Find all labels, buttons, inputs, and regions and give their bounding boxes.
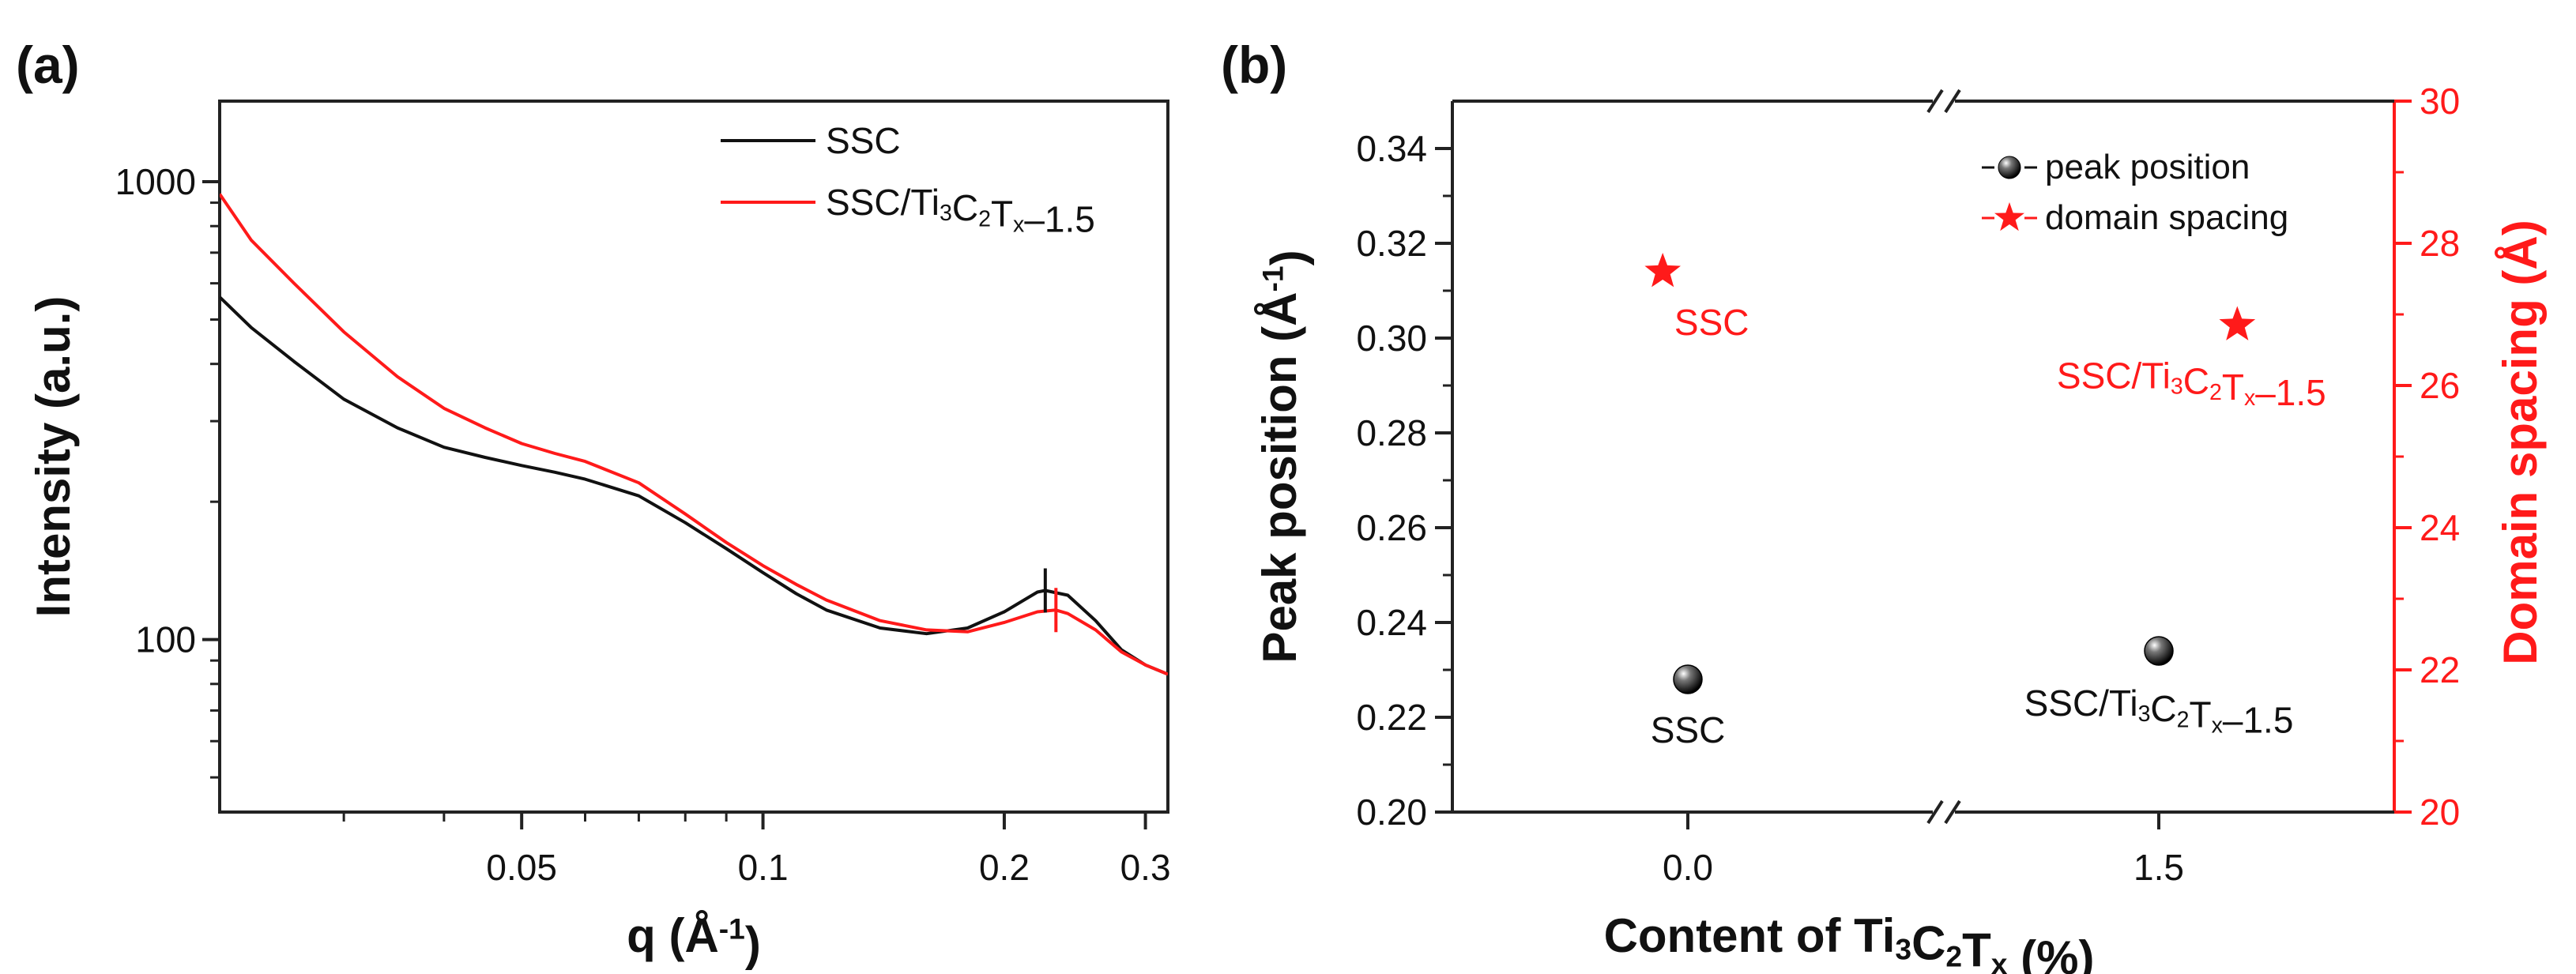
axis-break-mark xyxy=(1944,799,1961,825)
chart-b-ylabel-right: Domain spacing (Å) xyxy=(2494,220,2547,664)
chart-a-xlabel: q (Å-1) xyxy=(627,909,761,970)
chart-b-ticks: 0.20 0.22 0.24 0.26 0.28 0.30 0.32 0.34 20 22 24 26… xyxy=(1356,81,2460,888)
chart-b-ytick-right-label: 20 xyxy=(2420,792,2460,833)
chart-b-points: SSC SSC/Ti3C2Tx–1.5 SSC SSC/Ti3C2Tx–1.5 xyxy=(1644,253,2326,750)
chart-b-ytick-left-label: 0.32 xyxy=(1356,223,1427,264)
chart-b-ylabel-left: Peak position (Å-1) xyxy=(1253,250,1314,663)
peak-position-point xyxy=(1673,664,1703,694)
domain-spacing-label: SSC/Ti3C2Tx–1.5 xyxy=(2057,355,2326,413)
chart-b-xlabel: Content of Ti3C2Tx (%) xyxy=(1604,909,2095,974)
chart-b-ytick-right-label: 24 xyxy=(2420,507,2460,548)
legend-label: peak position xyxy=(2045,148,2250,186)
chart-b-legend: peak position domain spacing xyxy=(1982,148,2288,237)
panel-label-b: (b) xyxy=(1221,36,1287,94)
chart-b-ytick-right-label: 28 xyxy=(2420,223,2460,264)
legend-label: SSC/Ti3C2Tx–1.5 xyxy=(826,182,1095,239)
chart-b-ytick-left-label: 0.20 xyxy=(1356,792,1427,833)
domain-spacing-point xyxy=(2219,306,2256,340)
chart-a-series xyxy=(220,193,1168,676)
chart-b-ytick-left-label: 0.26 xyxy=(1356,507,1427,548)
chart-a-ytick-label: 1000 xyxy=(115,161,196,202)
series-line-ssc xyxy=(220,295,1168,676)
chart-a-xtick-label: 0.3 xyxy=(1120,847,1171,888)
chart-a-xtick-label: 0.05 xyxy=(486,847,557,888)
legend-sphere-marker xyxy=(1998,156,2021,179)
domain-spacing-label: SSC xyxy=(1674,302,1749,343)
legend-star-marker xyxy=(1994,202,2024,231)
peak-position-point xyxy=(2144,636,2174,666)
series-line-ssc-ti3c2tx xyxy=(220,193,1168,676)
chart-b-xtick-label: 0.0 xyxy=(1663,847,1713,888)
chart-b-ytick-left-label: 0.34 xyxy=(1356,128,1427,169)
chart-b-ytick-right-label: 30 xyxy=(2420,81,2460,122)
chart-a-legend: SSC SSC/Ti3C2Tx–1.5 xyxy=(721,120,1095,239)
panel-label-a: (a) xyxy=(16,36,80,94)
chart-b-ytick-left-label: 0.22 xyxy=(1356,697,1427,738)
chart-b-frame xyxy=(1451,88,2396,825)
chart-b-ytick-right-label: 26 xyxy=(2420,365,2460,406)
chart-a-xtick-label: 0.2 xyxy=(979,847,1030,888)
axis-break-mark xyxy=(1944,88,1961,114)
chart-a-frame xyxy=(218,100,1169,814)
peak-position-label: SSC/Ti3C2Tx–1.5 xyxy=(2024,683,2294,740)
chart-b-ytick-left-label: 0.28 xyxy=(1356,412,1427,453)
legend-label: SSC xyxy=(826,120,901,161)
axis-break-mark xyxy=(1926,799,1944,825)
chart-b-ytick-left-label: 0.30 xyxy=(1356,318,1427,359)
chart-b-ytick-right-label: 22 xyxy=(2420,649,2460,690)
chart-b: 0.20 0.22 0.24 0.26 0.28 0.30 0.32 0.34 20 22 24 26… xyxy=(1253,81,2547,974)
chart-a-ytick-label: 100 xyxy=(135,619,196,660)
peak-position-label: SSC xyxy=(1651,709,1726,750)
legend-label: domain spacing xyxy=(2045,198,2288,237)
chart-a-ticks: 0.05 0.1 0.2 0.3 100 1000 xyxy=(115,161,1171,888)
chart-b-xtick-label: 1.5 xyxy=(2133,847,2184,888)
chart-b-ytick-left-label: 0.24 xyxy=(1356,602,1427,643)
chart-a-xtick-label: 0.1 xyxy=(738,847,789,888)
chart-a-ylabel: Intensity (a.u.) xyxy=(27,296,80,618)
axis-break-mark xyxy=(1926,88,1944,114)
domain-spacing-point xyxy=(1644,253,1681,288)
